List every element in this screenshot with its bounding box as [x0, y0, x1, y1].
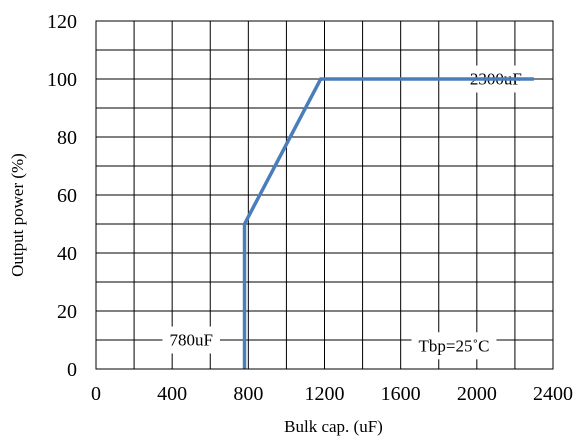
y-tick-labels: 0 20 40 60 80 100 120 — [47, 11, 77, 381]
series-line-0 — [242, 77, 534, 369]
x-tick-labels: 0 400 800 1200 1600 2000 2400 — [91, 383, 573, 405]
y-tick-label: 80 — [57, 127, 77, 149]
y-tick-label: 20 — [57, 301, 77, 323]
y-tick-label: 120 — [47, 11, 77, 33]
series-layer — [242, 77, 534, 369]
y-tick-label: 0 — [67, 359, 77, 381]
x-axis-label: Bulk cap. (uF) — [284, 417, 383, 436]
x-tick-label: 800 — [233, 383, 263, 405]
annotation-min-cap: 780uF — [162, 326, 220, 354]
annotation-bg — [411, 332, 497, 360]
plot-frame — [95, 20, 554, 370]
annotation-bg — [162, 326, 220, 354]
annotation-text: 780uF — [169, 331, 212, 350]
y-axis-label: Output power (%) — [8, 153, 27, 277]
x-tick-label: 2400 — [533, 383, 573, 405]
x-tick-label: 0 — [91, 383, 101, 405]
annotation-temp: Tbp=25˚C — [411, 332, 497, 360]
y-tick-label: 60 — [57, 185, 77, 207]
x-tick-label: 1200 — [305, 383, 345, 405]
y-tick-label: 40 — [57, 243, 77, 265]
y-tick-label: 100 — [47, 69, 77, 91]
x-tick-label: 1600 — [381, 383, 421, 405]
x-tick-label: 2000 — [457, 383, 497, 405]
x-tick-label: 400 — [157, 383, 187, 405]
annotation-text: Tbp=25˚C — [418, 336, 489, 355]
